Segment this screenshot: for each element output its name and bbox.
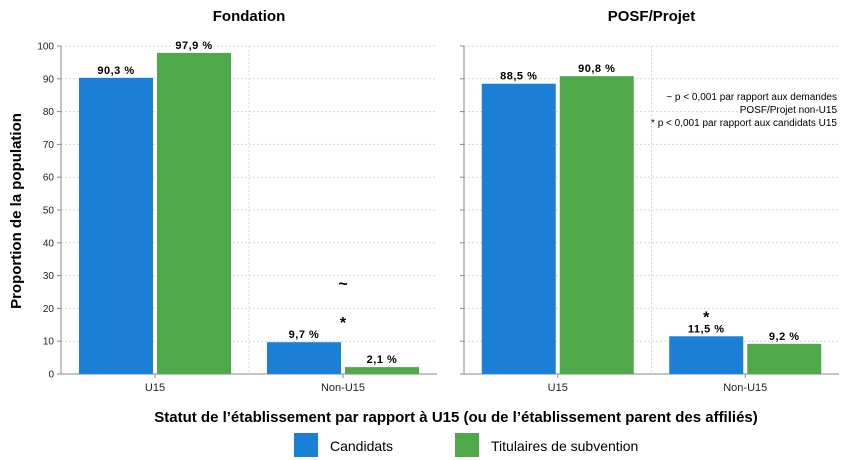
y-tick-label: 10 xyxy=(43,337,55,348)
data-label: 97,9 % xyxy=(175,40,212,52)
data-label: 9,2 % xyxy=(769,331,800,343)
bar xyxy=(559,76,634,375)
asterisk-marker: * xyxy=(340,315,347,332)
bar xyxy=(345,367,419,374)
y-tick-label: 70 xyxy=(43,140,55,151)
y-tick-label: 60 xyxy=(43,173,55,184)
y-tick-label: 20 xyxy=(43,304,55,315)
bar xyxy=(747,343,822,374)
y-tick-label: 40 xyxy=(43,238,55,249)
bar xyxy=(669,336,744,374)
significance-note: * p < 0,001 par rapport aux candidats U1… xyxy=(651,118,837,129)
y-tick-label: 30 xyxy=(43,271,55,282)
significance-note: ~ p < 0,001 par rapport aux demandes xyxy=(666,92,837,103)
data-label: 9,7 % xyxy=(289,329,320,341)
data-label: 11,5 % xyxy=(688,323,725,335)
panel-title: POSF/Projet xyxy=(608,8,696,25)
x-tick-label: U15 xyxy=(145,382,165,394)
panel-title: Fondation xyxy=(213,8,285,25)
y-tick-label: 100 xyxy=(37,42,54,53)
bar xyxy=(157,52,231,374)
y-axis-title: Proportion de la population xyxy=(8,113,25,309)
legend-label-titulaires: Titulaires de subvention xyxy=(491,438,638,454)
bar xyxy=(481,83,556,374)
bar xyxy=(79,77,153,374)
y-tick-label: 90 xyxy=(43,74,55,85)
panel-1: POSF/Projet 88,5 % 90,8 % U15 11,5 % 9,2 % Non… xyxy=(460,8,839,394)
chart-panels: Fondation 0 10 20 30 40 50 60 70 80 90 100 90,3 % 97,… xyxy=(37,8,839,394)
data-label: 88,5 % xyxy=(500,71,537,83)
legend: Candidats Titulaires de subvention xyxy=(294,433,638,457)
y-tick-label: 0 xyxy=(48,370,54,381)
y-tick-label: 80 xyxy=(43,107,55,118)
x-tick-label: Non-U15 xyxy=(723,382,767,394)
data-label: 90,8 % xyxy=(578,63,615,75)
data-label: 2,1 % xyxy=(367,354,398,366)
legend-swatch-titulaires xyxy=(455,433,479,457)
x-axis-title: Statut de l’établissement par rapport à … xyxy=(154,409,758,426)
bar xyxy=(267,342,341,374)
tilde-marker: ~ xyxy=(338,276,347,293)
x-tick-label: Non-U15 xyxy=(321,382,365,394)
significance-note: POSF/Projet non-U15 xyxy=(740,105,838,116)
data-label: 90,3 % xyxy=(97,65,134,77)
x-tick-label: U15 xyxy=(548,382,568,394)
legend-label-candidats: Candidats xyxy=(330,438,393,454)
legend-swatch-candidats xyxy=(294,433,318,457)
y-tick-label: 50 xyxy=(43,206,55,217)
panel-0: Fondation 0 10 20 30 40 50 60 70 80 90 100 90,3 % 97,… xyxy=(37,8,437,394)
asterisk-marker: * xyxy=(703,309,710,326)
